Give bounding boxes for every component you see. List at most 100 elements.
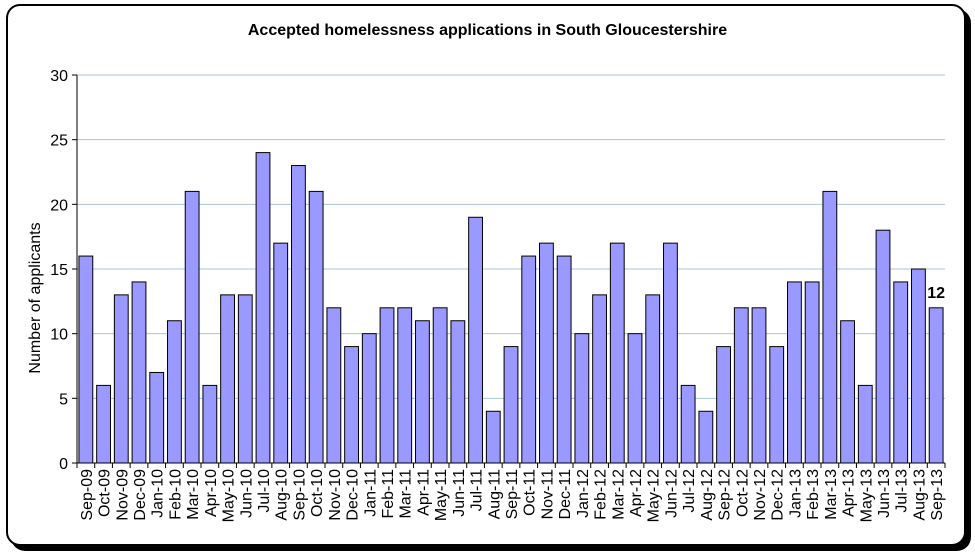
x-tick-label: Nov-12 (752, 469, 769, 521)
bar-sep-10 (291, 165, 306, 464)
bar-jan-10 (149, 371, 165, 464)
x-tick-label: Oct-10 (309, 469, 326, 517)
bar-nov-12 (751, 307, 767, 464)
chart-title: Accepted homelessness applications in So… (247, 22, 728, 39)
x-tick-label: Oct-12 (734, 469, 751, 517)
x-tick-label: Feb-12 (593, 469, 610, 520)
x-tick-label: Apr-11 (415, 469, 432, 516)
y-tick-label: 5 (59, 391, 68, 408)
bar-jul-12 (680, 384, 696, 464)
x-tick-label: Jul-10 (256, 469, 273, 513)
bar-jan-11 (361, 333, 377, 464)
bar-oct-09 (96, 384, 111, 464)
bar-mar-13 (822, 190, 838, 464)
y-tick-label: 30 (50, 68, 68, 85)
x-tick-label: Apr-12 (628, 469, 645, 517)
x-tick-label: Sep-09 (79, 469, 96, 521)
bar-sep-13 (928, 307, 944, 464)
axes (72, 74, 946, 468)
x-tick-label: Aug-10 (274, 469, 291, 521)
x-tick-label: Jan-11 (362, 469, 379, 517)
bar-aug-11 (485, 410, 501, 464)
x-tick-label: Aug-12 (699, 469, 716, 521)
bar-nov-09 (113, 294, 129, 464)
x-tick-label: Feb-10 (167, 469, 184, 520)
x-tick-label: Dec-10 (345, 469, 362, 521)
x-tick-label: Mar-12 (610, 469, 627, 520)
x-tick-label: Nov-11 (539, 469, 556, 519)
x-tick-label: Oct-11 (522, 469, 539, 516)
bar-feb-11 (379, 307, 395, 464)
y-tick-label: 25 (50, 133, 68, 150)
bar-mar-12 (609, 242, 625, 464)
bar-dec-10 (344, 346, 359, 464)
x-tick-label: Jul-12 (681, 469, 698, 513)
x-tick-label: Jun-11 (451, 469, 468, 517)
bar-aug-10 (273, 242, 289, 464)
bar-nov-11 (539, 242, 554, 464)
bar-apr-13 (840, 320, 855, 464)
bar-jun-13 (875, 229, 891, 464)
bar-mar-11 (397, 307, 413, 464)
bar-sep-11 (503, 346, 519, 464)
x-tick-label: Jan-13 (787, 469, 804, 518)
bar-jun-12 (663, 242, 678, 464)
x-tick-label: Oct-09 (97, 469, 114, 517)
x-tick-label: Nov-10 (327, 469, 344, 521)
x-tick-label: Sep-13 (929, 469, 946, 521)
x-tick-label: Aug-11 (486, 469, 503, 520)
bar-oct-12 (733, 307, 749, 464)
data-label: 12 (927, 285, 945, 302)
x-tick-label: Jul-13 (894, 469, 911, 513)
x-tick-label: Feb-13 (805, 469, 822, 520)
x-tick-label: Jul-11 (469, 469, 486, 511)
bar-mar-10 (184, 190, 200, 464)
bar-may-11 (432, 307, 448, 464)
x-tick-label: Dec-11 (557, 469, 574, 519)
x-tick-labels: Sep-09 Oct-09 Nov-09 Dec-09 Jan-10 Feb-10 Mar-… (79, 469, 946, 522)
data-labels: 12 (927, 285, 945, 302)
x-tick-label: Feb-11 (380, 469, 397, 519)
bar-dec-09 (131, 281, 147, 464)
y-tick-label: 10 (50, 327, 68, 344)
y-axis-label: Number of applicants (27, 222, 44, 373)
bar-jan-12 (574, 333, 590, 464)
bar-apr-10 (202, 384, 218, 464)
bar-nov-10 (326, 307, 342, 464)
x-tick-label: Apr-13 (841, 469, 858, 517)
bar-feb-12 (592, 294, 607, 464)
bar-feb-10 (167, 320, 182, 464)
bars (78, 152, 944, 464)
bar-dec-11 (556, 255, 572, 464)
bar-jun-10 (237, 294, 253, 464)
x-tick-label: May-11 (433, 469, 450, 521)
bar-jul-13 (893, 281, 909, 464)
x-tick-label: May-12 (646, 469, 663, 522)
bar-feb-13 (804, 281, 820, 464)
bar-apr-12 (627, 333, 643, 464)
bar-dec-12 (769, 346, 785, 464)
x-tick-label: Nov-09 (114, 469, 131, 521)
bar-sep-09 (78, 255, 94, 464)
x-tick-label: Mar-10 (185, 469, 202, 520)
x-tick-label: Jun-12 (663, 469, 680, 518)
bar-sep-12 (716, 346, 731, 464)
y-tick-label: 20 (50, 197, 68, 214)
bar-may-13 (857, 384, 873, 464)
x-tick-label: Mar-13 (823, 469, 840, 520)
bar-apr-11 (415, 320, 430, 464)
bar-oct-10 (308, 190, 324, 464)
y-tick-label: 15 (50, 262, 68, 279)
bar-jul-11 (468, 216, 483, 464)
x-tick-label: Sep-12 (717, 469, 734, 521)
bar-jul-10 (255, 152, 271, 464)
y-tick-label: 0 (59, 456, 68, 473)
x-tick-label: May-10 (221, 469, 238, 522)
bar-may-10 (220, 294, 235, 464)
bar-aug-13 (911, 268, 926, 464)
x-tick-label: Jun-13 (876, 469, 893, 518)
x-tick-label: Dec-09 (132, 469, 149, 521)
x-tick-label: Apr-10 (203, 469, 220, 517)
bar-may-12 (645, 294, 661, 464)
